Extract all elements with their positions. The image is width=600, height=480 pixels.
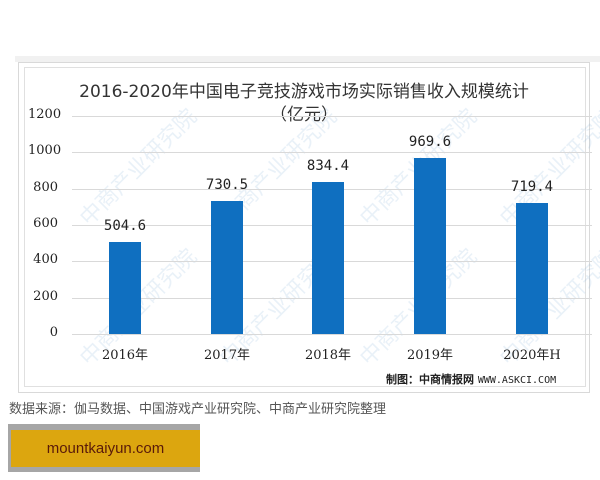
y-tick-label: 200 xyxy=(33,288,58,304)
gridline xyxy=(72,116,592,117)
credit-url: WWW.ASKCI.COM xyxy=(477,375,557,386)
banner-link[interactable]: mountkaiyun.com xyxy=(11,430,200,467)
y-tick-label: 1200 xyxy=(28,107,62,122)
x-tick-label: 2019年 xyxy=(406,348,454,363)
y-tick-label: 0 xyxy=(49,325,58,340)
y-tick-label: 600 xyxy=(33,216,58,231)
bar xyxy=(414,157,446,334)
bar xyxy=(516,203,548,334)
x-tick-label: 2017年 xyxy=(203,348,251,363)
credit-label: 制图：中商情报网 xyxy=(386,373,474,386)
bar-value-label: 504.6 xyxy=(103,218,147,235)
bar-value-label: 969.6 xyxy=(408,133,452,150)
gridline xyxy=(72,334,592,335)
gridline xyxy=(72,152,592,154)
bar xyxy=(312,182,344,334)
site-banner[interactable]: mountkaiyun.com xyxy=(8,424,200,472)
chart-title: 2016-2020年中国电子竞技游戏市场实际销售收入规模统计 xyxy=(79,82,529,102)
chart-unit: （亿元） xyxy=(270,105,338,125)
bar-value-label: 834.4 xyxy=(306,158,350,175)
top-band xyxy=(15,56,600,62)
bar-value-label: 719.4 xyxy=(510,179,554,196)
y-tick-label: 1000 xyxy=(28,143,62,159)
chart-credit: 制图：中商情报网 WWW.ASKCI.COM xyxy=(386,371,556,387)
x-tick-label: 2020年H xyxy=(503,348,561,363)
y-tick-label: 400 xyxy=(33,252,58,268)
bar xyxy=(211,201,243,334)
data-source: 数据来源：伽马数据、中国游戏产业研究院、中商产业研究院整理 xyxy=(9,402,387,417)
x-tick-label: 2018年 xyxy=(304,348,352,363)
y-tick-label: 800 xyxy=(33,179,58,195)
x-tick-label: 2016年 xyxy=(101,348,149,363)
bar xyxy=(109,242,141,334)
bar-value-label: 730.5 xyxy=(205,177,249,194)
